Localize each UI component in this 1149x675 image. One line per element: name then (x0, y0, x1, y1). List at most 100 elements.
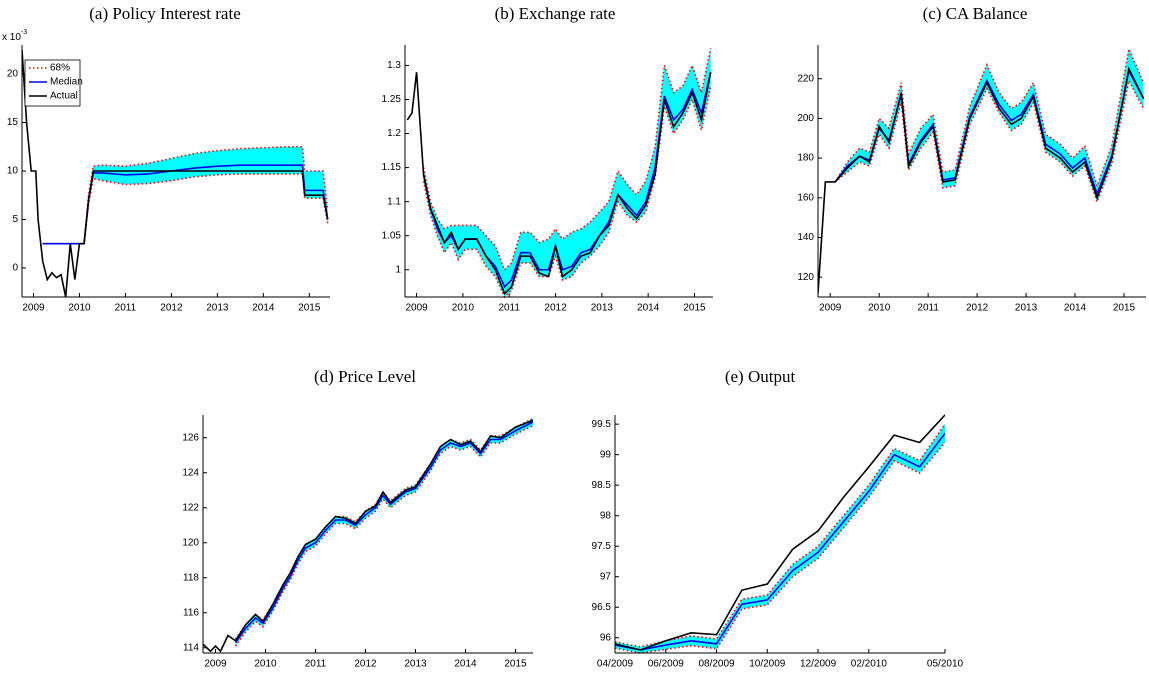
x-tick-label: 2012 (544, 303, 567, 314)
legend-label: Actual (50, 91, 78, 102)
y-tick-label: 15 (7, 117, 19, 128)
series-line (818, 66, 1145, 294)
series-line (22, 49, 329, 298)
x-tick-label: 2013 (591, 303, 614, 314)
x-tick-label: 2011 (917, 303, 939, 314)
x-tick-label: 04/2009 (597, 659, 634, 670)
band-fill (615, 424, 945, 653)
chart-title: (e) Output (725, 367, 796, 386)
x-tick-label: 2014 (252, 303, 275, 314)
y-tick-label: 120 (797, 272, 814, 283)
series-line (406, 72, 712, 296)
x-tick-label: 2009 (819, 303, 842, 314)
x-tick-label: 2014 (637, 303, 660, 314)
multiplier-base: x 10 (2, 32, 21, 43)
y-tick-label: 20 (7, 69, 19, 80)
y-tick-label: 1 (395, 264, 401, 275)
panel: (a) Policy Interest rate 0 5 10 15 20 2009 2010… (2, 4, 330, 314)
x-tick-label: 2010 (868, 303, 891, 314)
y-tick-label: 126 (182, 432, 199, 443)
series-line (615, 432, 945, 651)
chart-title: (b) Exchange rate (495, 4, 616, 23)
y-tick-label: 1.1 (387, 196, 401, 207)
x-tick-label: 2009 (204, 659, 227, 670)
legend-label: 68% (50, 63, 70, 74)
x-tick-label: 02/2010 (851, 659, 888, 670)
multiplier-exponent: -3 (21, 29, 27, 36)
plot-area (406, 48, 712, 299)
chart-title: (d) Price Level (314, 367, 416, 386)
x-tick-label: 2010 (452, 303, 475, 314)
y-tick-label: 0 (12, 263, 18, 274)
panel: (b) Exchange rate 1 1.05 1.1 1.15 1.2 1.25 1.3 2… (382, 4, 713, 314)
series-line (234, 421, 533, 643)
x-tick-label: 2009 (405, 303, 428, 314)
band-fill (423, 48, 711, 297)
band-edge (422, 85, 712, 299)
y-tick-label: 1.25 (382, 94, 402, 105)
x-tick-label: 2015 (683, 303, 706, 314)
x-tick-label: 2011 (115, 303, 137, 314)
y-tick-label: 96 (600, 632, 612, 643)
x-tick-label: 2015 (504, 659, 527, 670)
band-edge (834, 46, 1145, 189)
panel: (c) CA Balance 120 140 160 180 200 220 2009 2010… (797, 4, 1146, 314)
y-tick-label: 118 (183, 572, 199, 583)
x-tick-label: 08/2009 (698, 659, 735, 670)
legend-label: Median (50, 77, 83, 88)
x-tick-label: 10/2009 (749, 659, 786, 670)
band-fill (835, 48, 1144, 202)
x-tick-label: 2013 (206, 303, 229, 314)
x-tick-label: 2013 (404, 659, 427, 670)
x-tick-label: 2012 (354, 659, 377, 670)
y-tick-label: 124 (182, 467, 199, 478)
y-tick-label: 1.15 (382, 162, 402, 173)
band-edge (615, 441, 945, 654)
x-tick-label: 2013 (1015, 303, 1038, 314)
x-tick-label: 2011 (498, 303, 520, 314)
x-tick-label: 2012 (966, 303, 989, 314)
y-tick-label: 122 (182, 502, 199, 513)
x-tick-label: 05/2010 (927, 659, 964, 670)
plot-area (615, 414, 945, 654)
plot-area (22, 49, 329, 298)
y-tick-label: 200 (797, 113, 814, 124)
y-tick-label: 98.5 (592, 480, 612, 491)
band-edge (834, 78, 1145, 205)
series-line (42, 164, 329, 245)
y-tick-label: 96.5 (592, 602, 612, 613)
y-tick-label: 97.5 (592, 541, 612, 552)
y-tick-label: 99 (600, 449, 612, 460)
x-tick-label: 2009 (22, 303, 45, 314)
series-line (615, 414, 945, 651)
y-tick-label: 160 (797, 192, 814, 203)
y-tick-label: 220 (797, 73, 814, 84)
y-tick-label: 5 (12, 214, 18, 225)
panel: (e) Output 96 96.5 97 97.5 98 98.5 99 99.5 04/200… (592, 367, 964, 670)
x-tick-label: 2011 (305, 659, 327, 670)
x-tick-label: 2014 (1064, 303, 1087, 314)
y-tick-label: 114 (183, 642, 199, 653)
band-edge (42, 173, 329, 245)
panel: (d) Price Level 114 116 118 120 122 124 126 2009… (182, 367, 533, 670)
band-edge (422, 48, 712, 272)
chart-title: (a) Policy Interest rate (89, 4, 241, 23)
y-tick-label: 140 (797, 232, 814, 243)
x-tick-label: 2010 (254, 659, 277, 670)
band-edge (42, 145, 329, 245)
y-tick-label: 180 (797, 153, 814, 164)
y-tick-label: 1.2 (387, 128, 401, 139)
y-tick-label: 97 (600, 571, 612, 582)
y-tick-label: 1.3 (387, 60, 401, 71)
y-tick-label: 10 (7, 166, 19, 177)
y-multiplier: x 10-3 (2, 29, 27, 43)
y-tick-label: 1.05 (382, 230, 402, 241)
plot-area (203, 417, 533, 653)
y-tick-label: 99.5 (592, 419, 612, 430)
series-line (203, 419, 533, 653)
y-tick-label: 120 (182, 537, 199, 548)
x-tick-label: 2010 (68, 303, 91, 314)
